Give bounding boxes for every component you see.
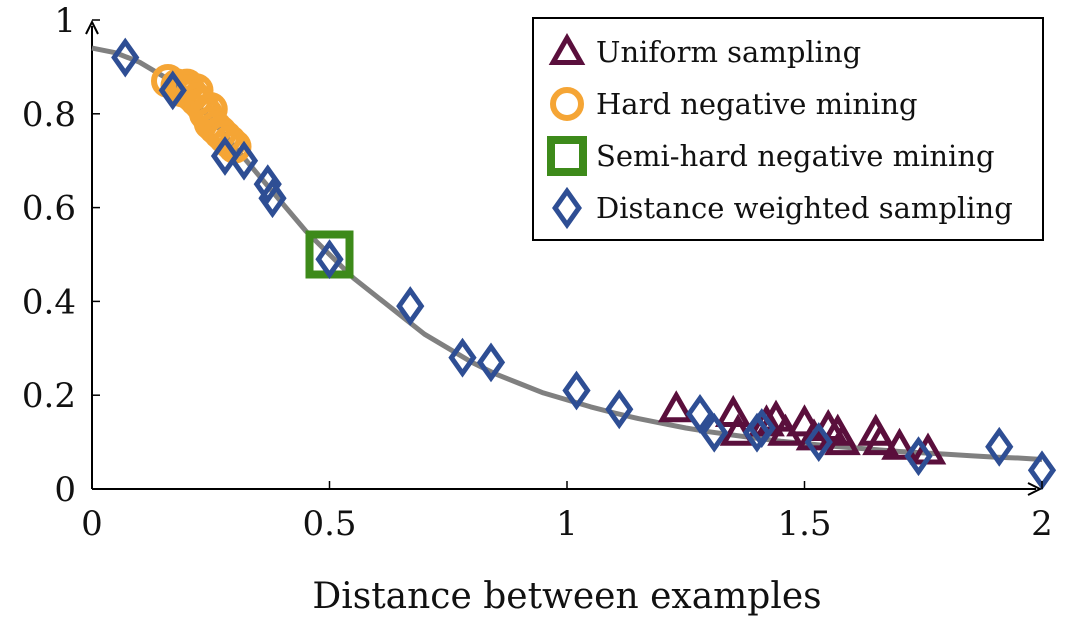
x-tick-label: 2 [1031,504,1053,544]
legend-box [532,17,1044,241]
diamond-point [158,70,187,111]
diamond-point [605,389,634,430]
diamond-point [804,422,833,463]
diamond-point [315,239,344,280]
diamond-point [747,408,776,448]
legend-circle-icon [550,87,584,121]
diamond-point [258,178,287,219]
legend-label: Hard negative mining [596,87,918,121]
y-tick-label: 0.2 [22,376,76,416]
x-axis-arrow [1027,482,1043,496]
legend-diamond-icon [552,186,582,230]
triangle-point [786,404,823,437]
triangle-point [881,427,918,460]
y-tick-label: 0.6 [22,189,76,229]
x-tick-label: 0.5 [302,504,356,544]
ticks-layer: 0 0.5 1 1.5 2 0 0.2 0.4 0.6 0.8 1 [22,1,1053,544]
diamond-point [476,342,506,383]
y-tick-label: 1 [54,1,76,41]
diamond-point [210,136,240,176]
diamond-point [396,286,425,327]
x-tick-label: 1 [556,504,578,544]
diamond-point [985,426,1014,467]
y-tick-label: 0 [54,470,76,510]
x-tick-label: 1.5 [777,504,831,544]
diamond-point [111,37,140,78]
diamond-point [904,436,933,477]
diamond-point [253,164,282,205]
marks-layer [111,37,1057,491]
triangle-point [714,394,752,427]
legend: Uniform sampling Hard negative mining Semi… [532,17,1044,241]
y-tick-label: 0.8 [22,95,76,135]
triangle-point [757,399,795,432]
diamond-point [562,370,591,411]
y-tick-label: 0.4 [22,282,76,322]
diamond-point [700,412,729,453]
triangle-point [824,423,861,456]
circle-point [208,120,242,155]
legend-triangle-icon [548,32,586,65]
diamond-point [229,140,259,181]
y-axis-arrow [85,19,99,35]
legend-label: Uniform sampling [596,35,861,69]
diamond-point [448,337,477,378]
triangle-point [657,390,695,423]
diamond-point [685,394,715,434]
legend-label: Semi-hard negative mining [596,139,995,173]
x-axis-title: Distance between examples [312,576,821,617]
legend-square-icon [547,136,587,176]
x-tick-label: 0 [81,504,103,544]
legend-label: Distance weighted sampling [596,191,1013,225]
axes [85,19,1043,496]
triangle-point [862,423,899,456]
